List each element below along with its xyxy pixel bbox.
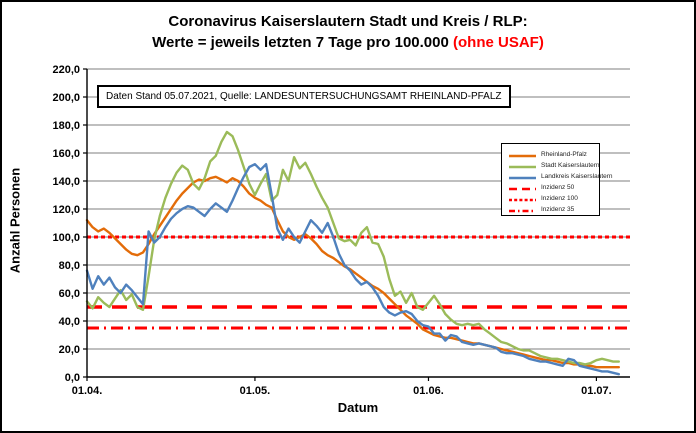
series-line-rheinland-pfalz [85,175,620,369]
series-line-stadt-kaiserslautern [85,130,620,366]
series-line-landkreis-kaiserslautern [85,162,620,376]
legend-box: Rheinland-Pfalz Stadt Kaiserslautern Landk… [501,143,613,216]
y-tick-label: 40,0 [59,316,80,328]
legend-label: Inzidenz 35 [541,206,575,213]
y-tick-label: 80,0 [59,260,80,272]
y-tick-label: 220,0 [52,64,80,76]
y-tick-label: 0,0 [65,372,80,384]
y-tick-label: 200,0 [52,92,80,104]
x-tick-label: 01.05. [240,385,271,397]
legend-line-sample [509,157,536,175]
y-tick-label: 180,0 [52,120,80,132]
legend-line-sample [509,146,536,164]
chart-title: Coronavirus Kaiserslautern Stadt und Kre… [2,11,694,53]
legend-line-sample [509,168,536,186]
chart-title-usaf-note: (ohne USAF) [453,34,544,51]
y-tick-label: 60,0 [59,288,80,300]
x-tick-label: 01.06. [413,385,444,397]
legend-label: Landkreis Kaiserslautern [541,173,613,180]
chart-title-line2: Werte = jeweils letzten 7 Tage pro 100.0… [2,32,694,53]
legend-item: Inzidenz 35 [509,204,599,215]
y-tick-label: 20,0 [59,344,80,356]
y-tick-label: 100,0 [52,232,80,244]
y-axis-title: Anzahl Personen [7,167,23,274]
y-tick-label: 140,0 [52,176,80,188]
legend-item: Inzidenz 100 [509,193,599,204]
legend-label: Inzidenz 50 [541,184,575,191]
legend-label: Stadt Kaiserslautern [541,162,600,169]
legend-line-sample [509,179,536,197]
legend-item: Stadt Kaiserslautern [509,160,600,171]
x-tick-label: 01.07. [581,385,612,397]
chart-title-line2-black: Werte = jeweils letzten 7 Tage pro 100.0… [152,34,453,51]
chart-title-line1: Coronavirus Kaiserslautern Stadt und Kre… [168,13,528,30]
legend-line-sample [509,201,536,219]
x-tick-label: 01.04. [72,385,103,397]
legend-item: Inzidenz 50 [509,182,599,193]
legend-label: Inzidenz 100 [541,195,578,202]
legend-item: Rheinland-Pfalz [509,149,599,160]
legend-line-sample [509,190,536,208]
legend-item: Landkreis Kaiserslautern [509,171,613,182]
annotation-box: Daten Stand 05.07.2021, Quelle: LANDESUN… [97,85,511,108]
legend-label: Rheinland-Pfalz [541,151,587,158]
x-axis-title: Datum [337,400,379,415]
y-tick-label: 120,0 [52,204,80,216]
y-tick-label: 160,0 [52,148,80,160]
